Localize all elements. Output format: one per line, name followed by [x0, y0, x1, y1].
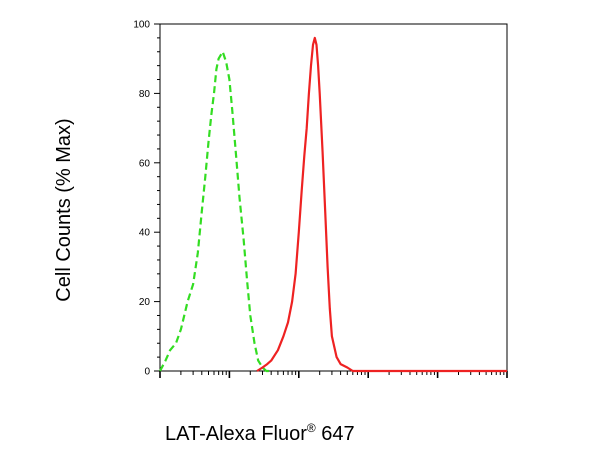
y-tick-label: 60	[139, 158, 151, 169]
x-axis-title-suffix: 647	[316, 423, 355, 445]
y-tick-label: 40	[139, 228, 151, 239]
y-tick-label: 100	[133, 20, 150, 31]
y-tick-label: 20	[139, 297, 151, 308]
x-axis-title-superscript: ®	[307, 421, 316, 435]
plot-border	[159, 23, 508, 372]
y-axis-ticks: 0 20 40 60 80 100	[133, 20, 160, 378]
series-2-line	[256, 36, 507, 373]
x-axis-title-main: LAT-Alexa Fluor	[165, 423, 307, 445]
series-layer	[159, 36, 507, 373]
y-tick-label: 0	[144, 367, 150, 378]
y-tick-label: 80	[139, 89, 151, 100]
x-axis-title: LAT-Alexa Fluor® 647	[165, 421, 355, 445]
plot-frame	[159, 23, 508, 372]
y-axis-title: Cell Counts (% Max)	[53, 118, 75, 301]
series-1-line	[159, 50, 272, 373]
